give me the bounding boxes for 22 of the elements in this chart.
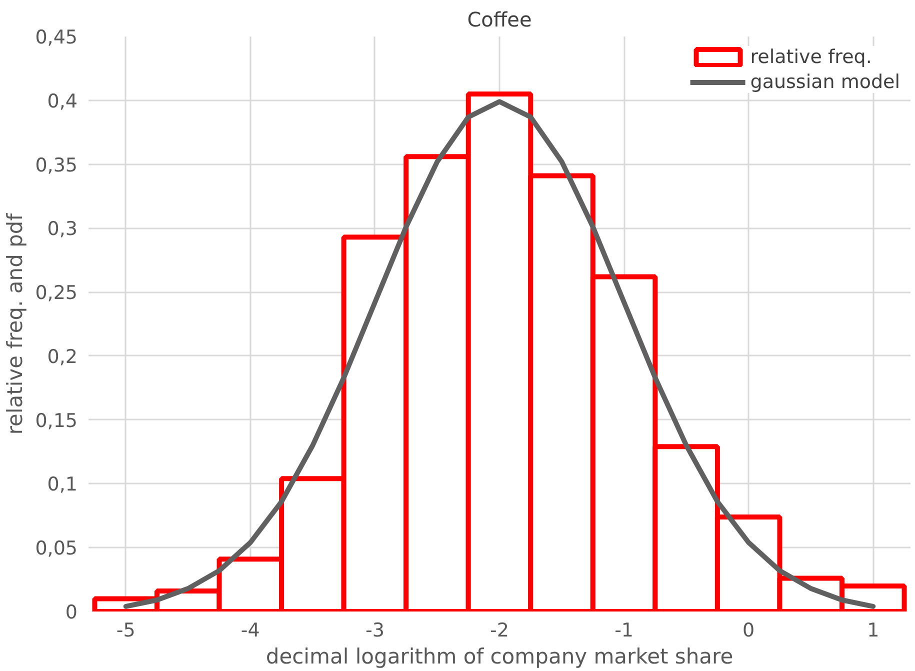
x-tick-label: -3: [365, 620, 384, 642]
y-tick-label: 0,2: [47, 346, 78, 368]
x-tick-label: 0: [742, 620, 755, 642]
legend-label: relative freq.: [750, 46, 872, 68]
y-tick-label: 0,1: [47, 474, 78, 496]
y-tick-label: 0: [65, 602, 78, 624]
x-axis-title: decimal logarithm of company market share: [266, 644, 734, 668]
legend-label: gaussian model: [750, 71, 900, 93]
x-tick-label: 1: [867, 620, 880, 642]
y-tick-label: 0,15: [35, 410, 78, 432]
x-tick-label: -1: [614, 620, 634, 642]
x-tick-label: -2: [490, 620, 509, 642]
chart-title: Coffee: [467, 8, 532, 32]
y-axis-title: relative freq. and pdf: [3, 212, 28, 435]
x-tick-label: -5: [116, 620, 136, 642]
y-tick-label: 0,45: [35, 26, 78, 48]
y-tick-label: 0,05: [35, 538, 78, 560]
y-tick-label: 0,25: [35, 282, 78, 304]
y-tick-label: 0,35: [35, 154, 78, 176]
y-tick-label: 0,3: [47, 218, 78, 240]
x-tick-label: -4: [240, 620, 260, 642]
y-tick-label: 0,4: [47, 90, 78, 112]
